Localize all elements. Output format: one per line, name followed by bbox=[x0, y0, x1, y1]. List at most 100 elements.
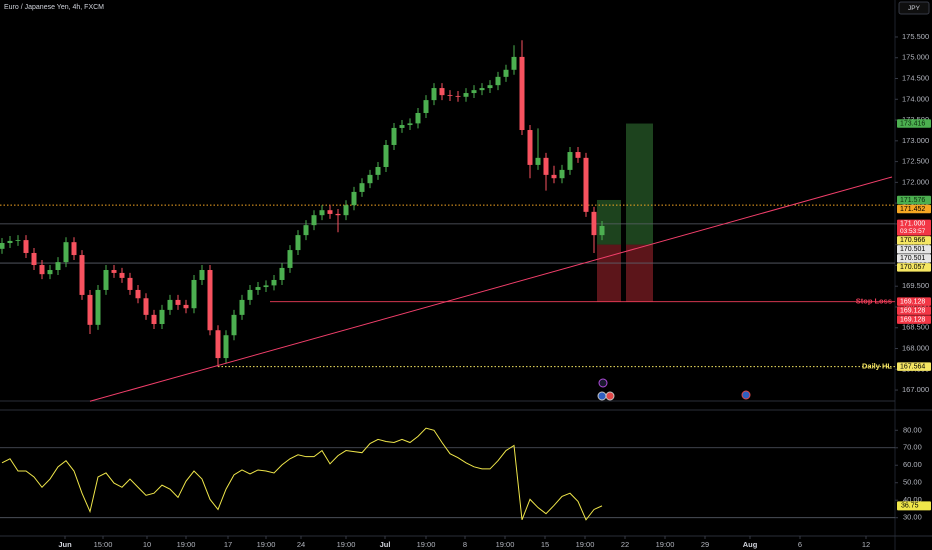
candle-body bbox=[103, 270, 109, 290]
candle-body bbox=[583, 157, 589, 212]
price-badge-label: 169.128 bbox=[900, 317, 925, 324]
currency-button[interactable] bbox=[898, 1, 930, 15]
candle-body bbox=[519, 56, 525, 131]
candle-body bbox=[303, 225, 309, 236]
y-tick-label: 50.00 bbox=[903, 478, 922, 487]
candle-body bbox=[511, 56, 517, 70]
profit-zone bbox=[626, 123, 653, 245]
y-tick-label: 174.000 bbox=[902, 94, 929, 103]
candle-body bbox=[551, 174, 557, 179]
event-icon[interactable] bbox=[741, 390, 751, 400]
event-icon[interactable] bbox=[598, 378, 608, 388]
candle-body bbox=[143, 298, 149, 315]
rsi-badge-label: 36.75 bbox=[901, 503, 919, 510]
candle-body bbox=[487, 85, 493, 89]
candle-body bbox=[415, 112, 421, 124]
candle-body bbox=[599, 225, 605, 236]
price-badge bbox=[897, 245, 931, 254]
price-badge-label: 171.452 bbox=[900, 206, 925, 213]
candle-body bbox=[319, 210, 325, 216]
candle-body bbox=[399, 125, 405, 128]
y-tick-label: 40.00 bbox=[903, 495, 922, 504]
candle-body bbox=[39, 265, 45, 275]
event-icon[interactable] bbox=[605, 391, 615, 401]
price-badge bbox=[897, 219, 931, 236]
trendline bbox=[89, 176, 893, 402]
candle-body bbox=[119, 272, 125, 278]
x-tick-label: 12 bbox=[862, 540, 870, 549]
candle-body bbox=[391, 127, 397, 145]
price-badge bbox=[897, 254, 931, 263]
y-tick-label: 70.00 bbox=[903, 443, 922, 452]
candle-body bbox=[367, 174, 373, 184]
rsi-line bbox=[1, 427, 603, 521]
x-tick-label: 10 bbox=[143, 540, 151, 549]
candle-body bbox=[47, 270, 53, 275]
y-tick-label: 172.000 bbox=[902, 177, 929, 186]
price-badge-label: 170.501 bbox=[900, 246, 925, 253]
x-tick-label: 19:00 bbox=[177, 540, 196, 549]
price-badge bbox=[897, 119, 931, 128]
price-badge-label: 170.501 bbox=[900, 255, 925, 262]
price-badge-label: 171.000 bbox=[900, 221, 925, 228]
candle-body bbox=[15, 240, 21, 241]
candle-body bbox=[0, 243, 5, 249]
x-tick-label: 24 bbox=[297, 540, 305, 549]
level-label: Daily HL bbox=[862, 362, 892, 371]
x-tick-label: 17 bbox=[224, 540, 232, 549]
rsi-badge bbox=[897, 501, 931, 511]
candle-body bbox=[543, 157, 549, 175]
x-tick-label: Jun bbox=[58, 540, 72, 549]
candle-body bbox=[327, 210, 333, 214]
candle-body bbox=[135, 289, 141, 299]
x-tick-label: Aug bbox=[743, 540, 758, 549]
candle-body bbox=[567, 152, 573, 170]
price-badge bbox=[897, 297, 931, 306]
candle-body bbox=[359, 183, 365, 192]
price-badge bbox=[897, 236, 931, 245]
candle-body bbox=[407, 123, 413, 126]
candle-body bbox=[591, 211, 597, 236]
candle-body bbox=[375, 166, 381, 175]
x-tick-label: 6 bbox=[798, 540, 802, 549]
x-tick-label: 19:00 bbox=[496, 540, 515, 549]
candle-body bbox=[455, 95, 461, 97]
x-tick-label: 19:00 bbox=[337, 540, 356, 549]
candle-body bbox=[127, 277, 133, 290]
y-tick-label: 167.000 bbox=[902, 385, 929, 394]
price-badge bbox=[897, 263, 931, 272]
candle-body bbox=[495, 76, 501, 86]
candle-body bbox=[479, 88, 485, 91]
price-badge-label: 169.128 bbox=[900, 308, 925, 315]
price-badge-label: 167.564 bbox=[900, 363, 925, 370]
price-badge-label: 170.057 bbox=[900, 264, 925, 271]
candle-body bbox=[79, 255, 85, 295]
x-tick-label: 29 bbox=[701, 540, 709, 549]
x-tick-label: 19:00 bbox=[257, 540, 276, 549]
event-icon[interactable] bbox=[597, 391, 607, 401]
candle-body bbox=[447, 95, 453, 96]
x-tick-label: 8 bbox=[463, 540, 467, 549]
candle-body bbox=[55, 262, 61, 271]
price-badge bbox=[897, 362, 931, 371]
y-tick-label: 168.500 bbox=[902, 323, 929, 332]
candle-body bbox=[71, 242, 77, 256]
candle-body bbox=[351, 191, 357, 206]
candle-body bbox=[207, 270, 213, 331]
candle-body bbox=[175, 299, 181, 305]
candle-body bbox=[215, 330, 221, 359]
candle-body bbox=[191, 279, 197, 309]
candle-body bbox=[311, 215, 317, 226]
candle-body bbox=[279, 267, 285, 280]
y-tick-label: 174.500 bbox=[902, 73, 929, 82]
candle-body bbox=[431, 88, 437, 101]
countdown-label: 03:53:57 bbox=[900, 228, 926, 235]
price-badge-label: 173.416 bbox=[900, 120, 925, 127]
price-badge-label: 171.576 bbox=[900, 197, 925, 204]
candle-body bbox=[335, 213, 341, 216]
y-tick-label: 80.00 bbox=[903, 425, 922, 434]
currency-label[interactable]: JPY bbox=[908, 5, 921, 12]
candle-body bbox=[271, 279, 277, 286]
candle-body bbox=[167, 299, 173, 310]
